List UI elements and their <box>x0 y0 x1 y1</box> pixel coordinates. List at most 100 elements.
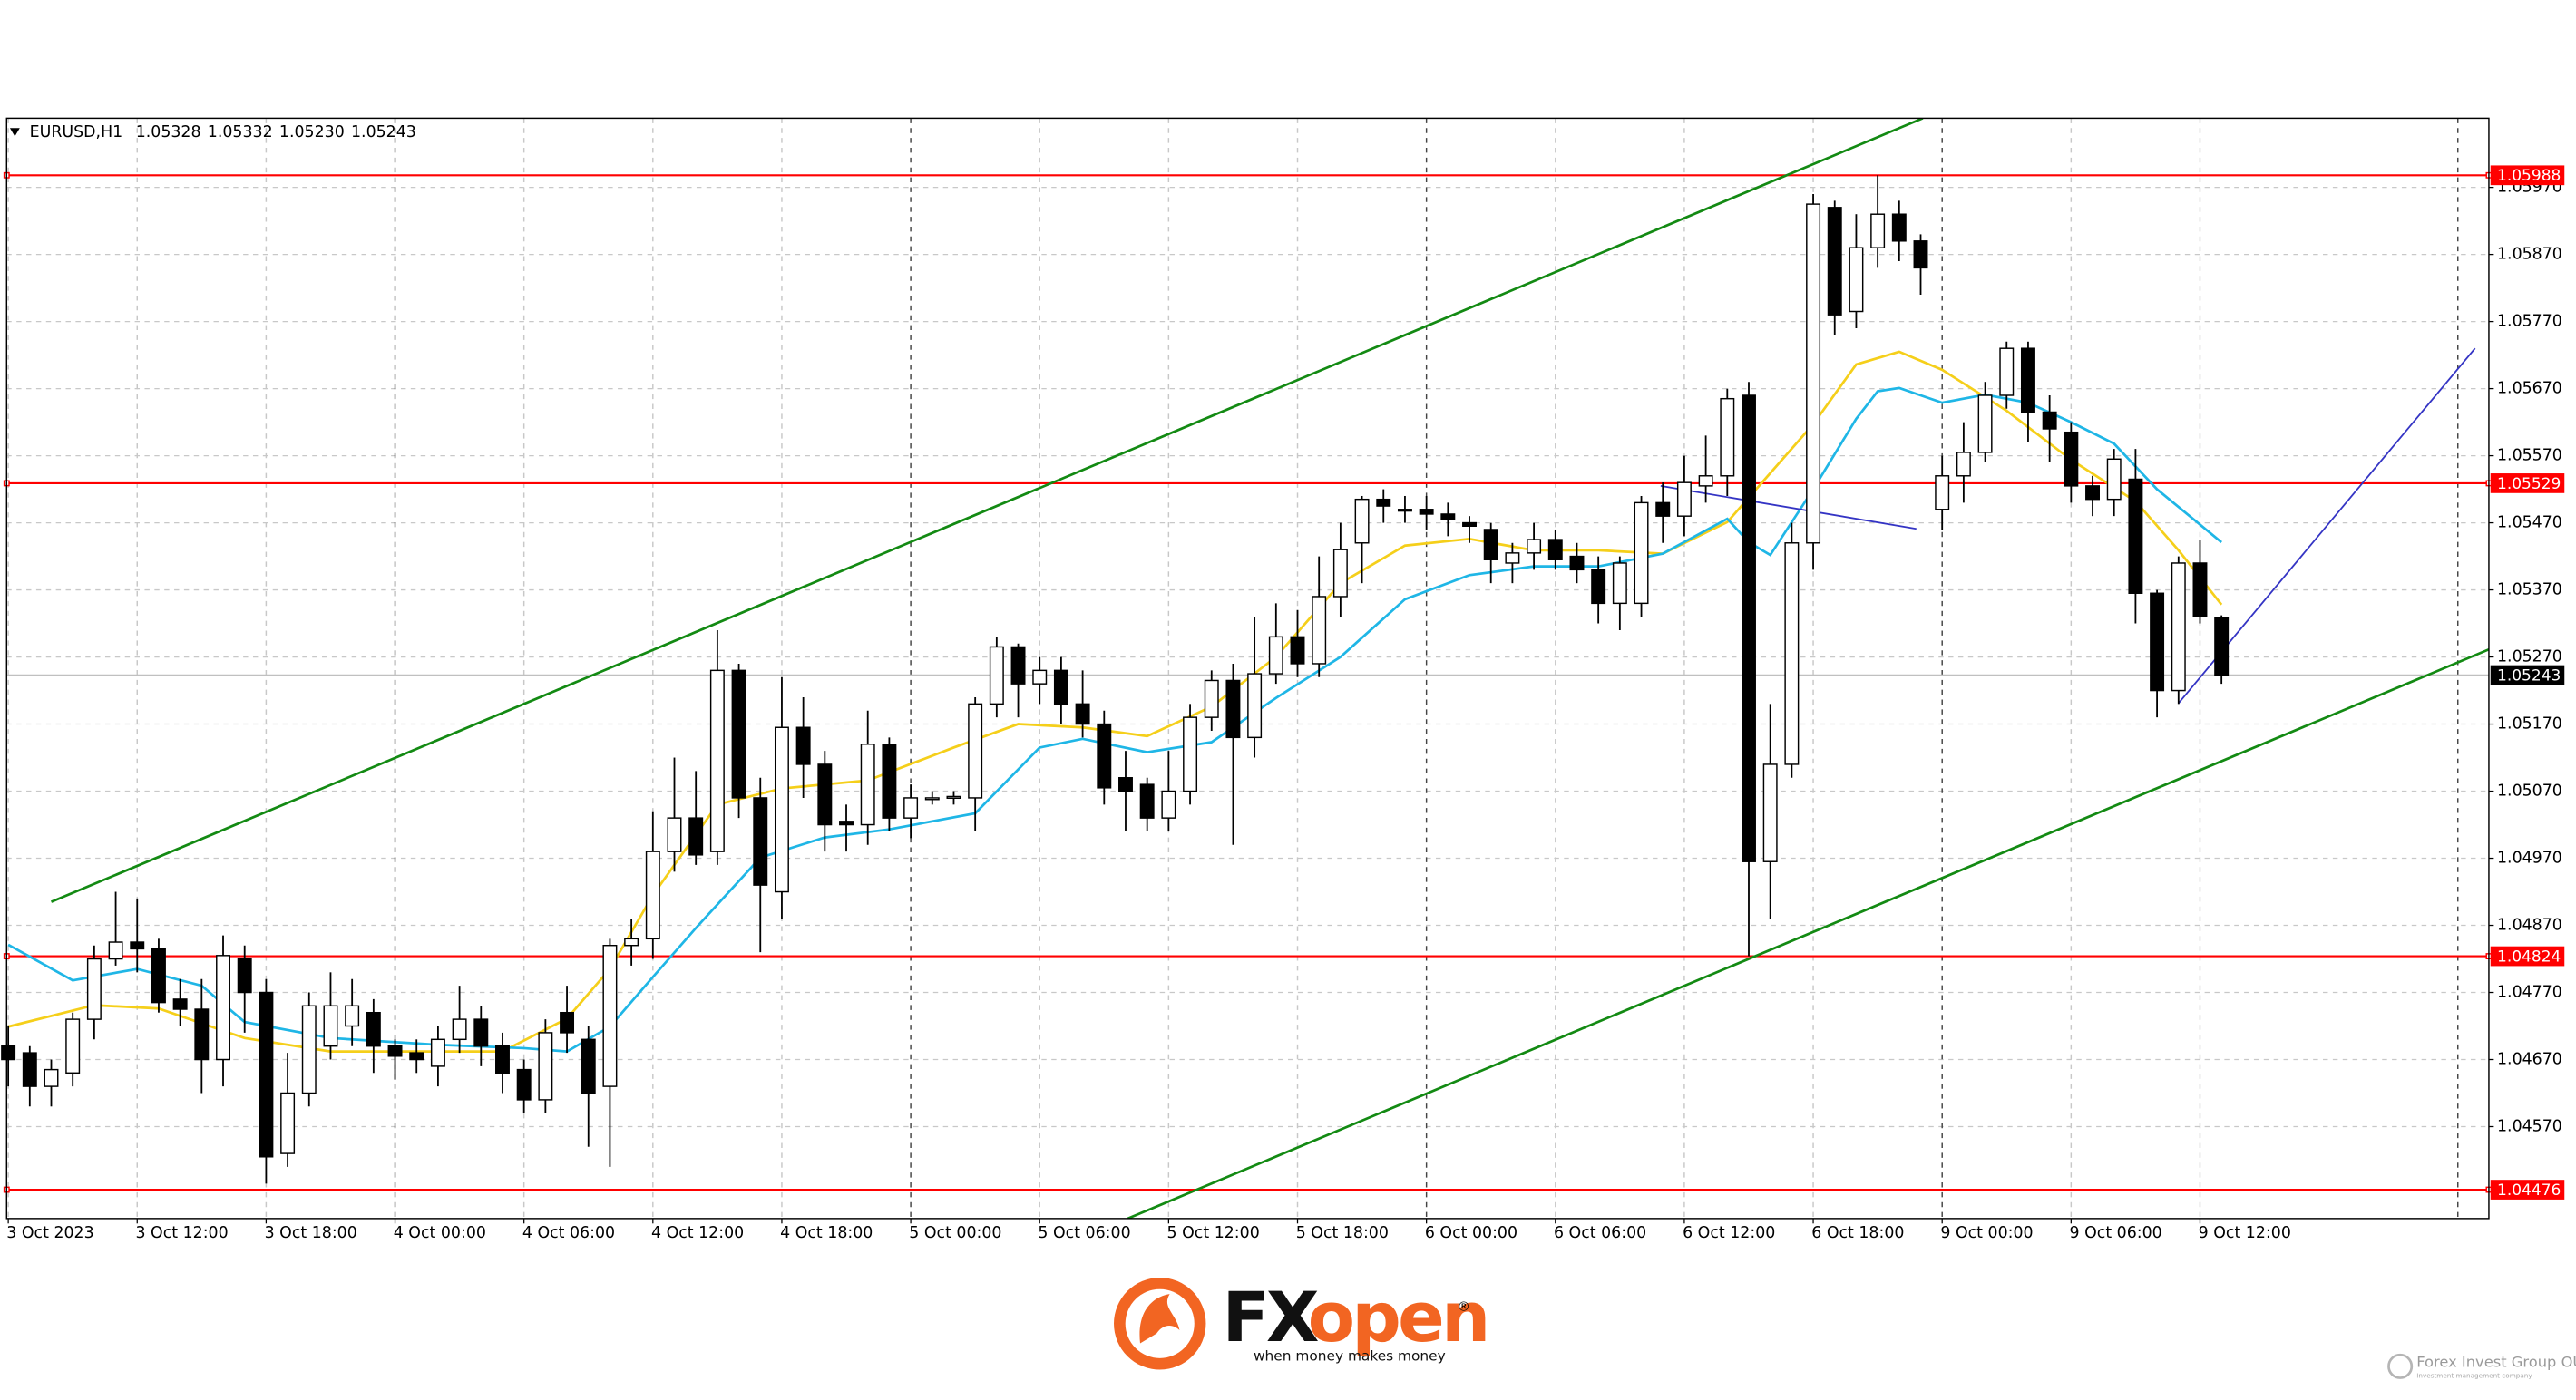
candle-body <box>345 1005 360 1027</box>
candle-body <box>946 795 961 799</box>
candle-body <box>2064 431 2079 487</box>
candle-body <box>903 797 919 819</box>
x-tick-label: 6 Oct 18:00 <box>1811 1224 1904 1242</box>
candle-body <box>130 941 145 950</box>
menu-arrow <box>9 128 20 137</box>
candle-body <box>538 1032 553 1101</box>
level-label: 1.04476 <box>2497 1181 2561 1200</box>
candle-body <box>473 1018 489 1047</box>
candle-body <box>1762 763 1778 862</box>
candle-body <box>1505 552 1520 564</box>
overlay-line <box>50 118 1924 903</box>
candle-layer <box>1 175 2230 1184</box>
x-tick-label: 4 Oct 12:00 <box>651 1224 744 1242</box>
candle-body <box>645 851 660 940</box>
logo-lion <box>1139 1294 1180 1344</box>
y-tick-label: 1.04770 <box>2497 984 2562 1002</box>
x-tick-label: 3 Oct 18:00 <box>265 1224 357 1242</box>
candle-body <box>452 1018 467 1041</box>
quote-low: 1.05230 <box>279 123 345 141</box>
y-tick-label: 1.05570 <box>2497 447 2562 465</box>
x-tick-label: 4 Oct 18:00 <box>780 1224 873 1242</box>
candle-body <box>1676 481 1692 517</box>
candle-body <box>1075 703 1090 725</box>
candle-body <box>1290 636 1305 665</box>
y-tick-label: 1.04670 <box>2497 1051 2562 1069</box>
logo-open: open <box>1308 1277 1488 1357</box>
level-label: 1.05529 <box>2497 475 2561 493</box>
candle-body <box>1935 475 1950 510</box>
x-tick-label: 6 Oct 12:00 <box>1683 1224 1775 1242</box>
candle-body <box>1247 673 1263 739</box>
candle-body <box>22 1052 37 1087</box>
candle-body <box>1354 498 1370 544</box>
x-tick-label: 5 Oct 12:00 <box>1167 1224 1260 1242</box>
candle-body <box>409 1052 424 1061</box>
candle-body <box>1225 679 1241 739</box>
candle-body <box>1956 452 1971 477</box>
candle-body <box>1483 529 1498 560</box>
x-tick-label: 9 Oct 06:00 <box>2070 1224 2162 1242</box>
y-tick-label: 1.05270 <box>2497 648 2562 666</box>
x-tick-label: 6 Oct 00:00 <box>1425 1224 1517 1242</box>
candle-body <box>1870 213 1886 248</box>
candle-body <box>1053 669 1068 705</box>
candle-body <box>172 998 188 1010</box>
candle-body <box>1097 723 1112 789</box>
candle-body <box>795 726 811 765</box>
candle-body <box>1527 539 1542 554</box>
candle-body <box>1376 498 1391 507</box>
candle-body <box>1 1045 16 1061</box>
candle-body <box>1161 790 1176 819</box>
logo: FX open ® when money makes money <box>1114 1277 1490 1370</box>
candle-body <box>495 1045 510 1074</box>
candle-body <box>2042 411 2057 430</box>
candle-body <box>1913 240 1928 269</box>
watermark-icon <box>2387 1353 2414 1379</box>
candle-body <box>667 817 682 852</box>
x-tick-label: 4 Oct 00:00 <box>394 1224 486 1242</box>
y-tick-label: 1.04570 <box>2497 1117 2562 1135</box>
candle-body <box>882 744 897 819</box>
x-tick-label: 3 Oct 2023 <box>6 1224 93 1242</box>
candle-body <box>2085 485 2100 501</box>
candle-body <box>301 1005 317 1094</box>
logo-registered: ® <box>1458 1300 1470 1315</box>
candle-body <box>1891 213 1907 242</box>
candle-body <box>2106 458 2122 501</box>
candle-body <box>1720 397 1735 477</box>
y-tick-label: 1.04870 <box>2497 917 2562 935</box>
candle-body <box>86 958 102 1020</box>
candle-body <box>581 1038 596 1094</box>
overlay-line <box>1660 484 1917 530</box>
quote-open: 1.05328 <box>136 123 201 141</box>
y-tick-label: 1.05470 <box>2497 514 2562 532</box>
y-tick-label: 1.05170 <box>2497 715 2562 734</box>
candle-body <box>1183 716 1198 792</box>
y-tick-label: 1.05670 <box>2497 380 2562 398</box>
candle-body <box>387 1045 403 1057</box>
x-tick-label: 9 Oct 00:00 <box>1940 1224 2033 1242</box>
candle-body <box>1204 679 1219 718</box>
candle-body <box>1547 539 1563 560</box>
candle-body <box>1784 542 1800 765</box>
quote-close: 1.05243 <box>351 123 416 141</box>
level-label-box <box>2490 165 2565 186</box>
candle-body <box>2214 617 2230 676</box>
candle-body <box>1655 501 1671 517</box>
current-price-label: 1.05243 <box>2497 666 2561 685</box>
candle-body <box>108 941 123 960</box>
candle-body <box>1612 562 1627 605</box>
candle-body <box>1010 646 1026 685</box>
candle-body <box>560 1011 575 1034</box>
watermark-subtitle: Investment management company <box>2416 1372 2532 1380</box>
candle-body <box>774 726 789 893</box>
x-tick-label: 5 Oct 18:00 <box>1296 1224 1389 1242</box>
candle-body <box>65 1018 81 1074</box>
candle-body <box>259 991 274 1158</box>
level-label-box <box>2490 1180 2565 1200</box>
candle-body <box>1591 569 1606 605</box>
candle-body <box>366 1011 381 1047</box>
